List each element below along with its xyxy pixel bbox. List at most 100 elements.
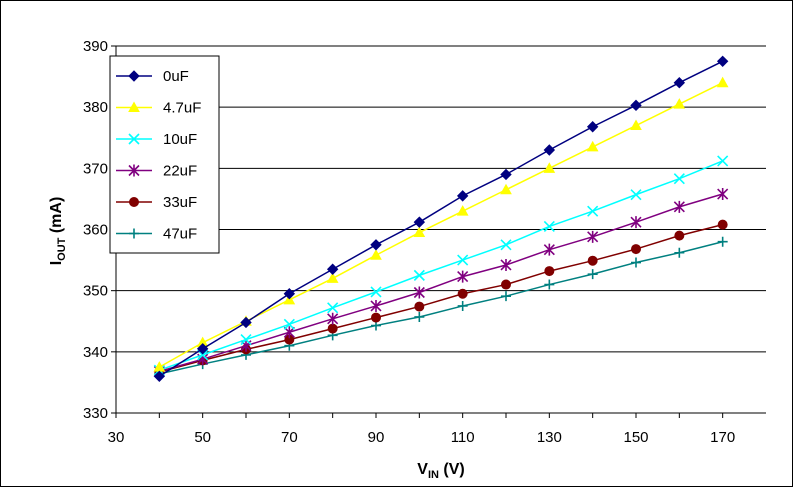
x-tick-label: 110	[451, 429, 475, 446]
y-tick-label: 340	[83, 344, 108, 361]
data-point	[327, 323, 338, 334]
legend-marker	[129, 228, 139, 239]
series-22uf	[153, 188, 729, 378]
data-point	[326, 272, 339, 283]
data-point	[673, 200, 685, 213]
legend-label: 4.7uF	[163, 100, 201, 117]
legend-marker	[128, 70, 140, 82]
y-axis-title-main: I	[48, 261, 65, 265]
legend-entry: 10uF	[116, 131, 197, 148]
series-line	[159, 241, 723, 375]
x-tick-label: 150	[623, 429, 648, 446]
data-point	[414, 301, 425, 312]
y-tick-label: 360	[83, 222, 108, 239]
x-axis-title-sub: IN	[428, 469, 439, 481]
legend-label: 0uF	[163, 68, 189, 85]
data-point	[544, 279, 555, 290]
data-point	[673, 98, 686, 109]
y-tick-label: 380	[83, 99, 108, 116]
data-point	[240, 334, 252, 346]
data-point	[717, 155, 729, 167]
data-point	[327, 302, 339, 314]
legend-box	[109, 55, 220, 254]
legend-marker	[128, 164, 140, 177]
data-point	[456, 205, 469, 216]
data-point	[457, 254, 469, 266]
data-point	[413, 226, 426, 238]
data-point	[630, 119, 642, 131]
data-point	[371, 312, 381, 323]
data-point	[630, 99, 642, 112]
data-point	[543, 243, 555, 256]
x-axis-title-main: V	[417, 461, 428, 478]
data-point	[586, 140, 599, 152]
data-point	[500, 239, 512, 251]
data-point	[501, 279, 511, 290]
data-point	[717, 188, 729, 201]
data-point	[717, 219, 728, 230]
data-point	[500, 168, 512, 181]
legend-marker	[128, 133, 140, 145]
y-axis-title: IOUT (mA)	[48, 197, 68, 266]
series-0uf	[153, 55, 729, 383]
legend-entry: 0uF	[116, 68, 189, 85]
data-point	[326, 263, 339, 275]
data-point	[327, 312, 339, 325]
legend-entry: 47uF	[116, 226, 197, 243]
data-point	[717, 236, 728, 247]
data-point	[630, 216, 642, 229]
x-axis-title-unit: (V)	[439, 461, 465, 478]
data-point	[370, 286, 382, 298]
data-point	[457, 270, 469, 283]
data-point	[716, 55, 729, 67]
x-tick-label: 90	[368, 429, 385, 446]
y-tick-label: 390	[83, 38, 108, 55]
y-axis-title-sub: OUT	[56, 237, 68, 261]
series-line	[158, 60, 723, 377]
data-point	[587, 230, 599, 243]
data-point	[543, 144, 556, 156]
data-point	[457, 300, 468, 311]
data-point	[544, 266, 555, 277]
legend-label: 33uF	[163, 194, 197, 211]
series-line	[159, 223, 723, 373]
data-point	[196, 343, 209, 355]
data-point	[674, 230, 685, 241]
legend-marker	[128, 101, 140, 112]
y-tick-label: 330	[83, 405, 108, 422]
data-point	[370, 239, 382, 251]
data-point	[413, 216, 426, 228]
x-tick-label: 30	[108, 429, 125, 446]
data-point	[586, 121, 599, 133]
series-line	[159, 193, 723, 373]
data-point	[543, 162, 556, 173]
legend-label: 22uF	[163, 163, 197, 180]
legend-entry: 22uF	[116, 163, 197, 180]
data-point	[543, 220, 555, 233]
data-point	[457, 288, 468, 299]
data-point	[673, 173, 685, 185]
data-point	[500, 183, 512, 195]
x-axis-title: VIN (V)	[417, 461, 464, 481]
data-point	[501, 291, 511, 302]
x-tick-label: 70	[281, 429, 298, 446]
data-point	[716, 76, 729, 88]
data-point	[456, 190, 469, 202]
x-tick-label: 170	[710, 429, 735, 446]
data-point	[370, 299, 382, 312]
data-point	[413, 286, 425, 299]
data-point	[413, 269, 425, 281]
series-layer	[153, 55, 729, 383]
x-tick-label: 130	[537, 429, 562, 446]
data-point	[370, 249, 382, 260]
data-point	[240, 316, 252, 329]
legend-label: 10uF	[163, 131, 197, 148]
legend-label: 47uF	[163, 226, 197, 243]
legend-marker	[129, 197, 139, 207]
data-point	[673, 76, 686, 89]
axes: 330 340 350 360 370 380 390 30 50 70 90 110 130 150 17…	[83, 38, 766, 446]
data-point	[631, 257, 641, 268]
data-point	[587, 269, 598, 280]
